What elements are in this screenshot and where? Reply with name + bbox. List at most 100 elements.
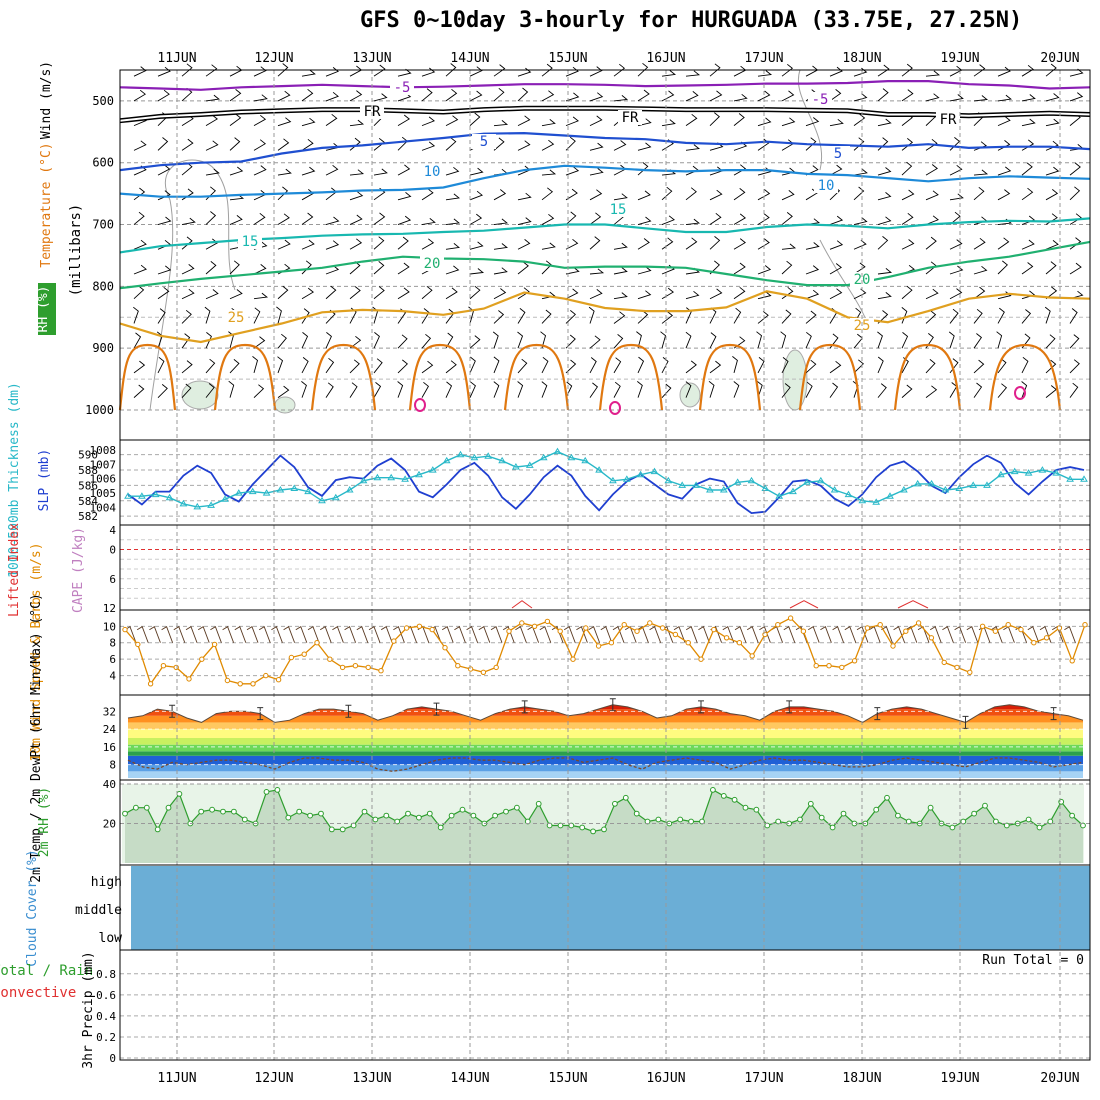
- wind-barb: [613, 164, 627, 176]
- y-axis-label-thickness: 1000-500mb Thickness (dm): [7, 382, 22, 578]
- wind-barb: [757, 117, 772, 127]
- wind-barb: [325, 240, 340, 250]
- rh-point: [535, 800, 542, 807]
- wind-barb: [973, 359, 985, 374]
- contour-label-bg: [606, 202, 630, 217]
- contour-label-bg: [420, 164, 444, 179]
- wind-barb: [229, 166, 244, 176]
- wind-barb: [565, 92, 580, 102]
- rh-point: [971, 810, 977, 817]
- wind-barb: [541, 119, 556, 127]
- wind-speed-point: [442, 645, 448, 651]
- wind-barb: [133, 360, 146, 374]
- wind-barb: [157, 89, 170, 102]
- wind-barb: [1069, 237, 1082, 250]
- wind-barb-10m: [722, 626, 735, 643]
- wind-barb: [757, 70, 773, 77]
- wind-barb: [565, 166, 580, 176]
- wind-barb: [517, 115, 531, 127]
- thickness-point: [442, 456, 451, 464]
- contour-label-bg: [238, 234, 262, 249]
- wind-barb: [181, 264, 195, 275]
- wind-barb: [421, 333, 432, 349]
- y-axis-label-slp: SLP (mb): [37, 449, 52, 512]
- wind-speed-point: [877, 622, 883, 628]
- wind-barb: [469, 356, 476, 374]
- wind-barb: [445, 88, 458, 102]
- rh-point: [982, 802, 988, 809]
- rh-max-blob: [414, 398, 426, 412]
- rh-point: [209, 806, 216, 813]
- wind-barb: [493, 120, 509, 127]
- wind-barb: [949, 211, 961, 225]
- thickness-point: [415, 470, 423, 478]
- wind-speed-point: [455, 663, 461, 669]
- rh-point: [231, 808, 237, 815]
- wind-barb-10m: [698, 626, 710, 643]
- wind-barb: [613, 267, 628, 275]
- wind-barb: [637, 266, 652, 275]
- wind-barb: [373, 261, 385, 275]
- thickness-point: [1010, 467, 1019, 475]
- wind-barb: [973, 308, 983, 324]
- thickness-point: [858, 496, 867, 504]
- wind-barb: [589, 357, 597, 374]
- wind-barb: [589, 66, 603, 77]
- wind-barb: [421, 116, 435, 127]
- wind-barb: [325, 382, 334, 398]
- wind-barb: [637, 62, 649, 77]
- wind-barb: [493, 87, 505, 102]
- y-axis-label-cape: CAPE (J/kg): [71, 527, 86, 613]
- thickness-point: [1052, 469, 1061, 476]
- wind-barb: [277, 138, 290, 151]
- thickness-point: [1024, 469, 1033, 476]
- wind-barb-10m: [990, 626, 1003, 643]
- wind-barb: [829, 215, 844, 225]
- wind-barb-10m: [917, 626, 930, 643]
- thickness-point: [1066, 475, 1074, 482]
- wind-barb: [733, 213, 746, 225]
- wind-barb: [1021, 187, 1034, 201]
- y-tick-label: 800: [92, 279, 114, 293]
- wind-barb: [301, 138, 314, 151]
- wind-barb: [805, 265, 820, 275]
- wind-barb: [588, 306, 595, 324]
- wind-barb: [517, 261, 529, 275]
- wind-barb: [325, 113, 338, 127]
- wind-barb: [397, 136, 408, 151]
- rh-point: [601, 826, 607, 833]
- wind-barb: [973, 382, 983, 398]
- thickness-point: [428, 466, 437, 473]
- wind-barb: [925, 288, 939, 300]
- wind-barb: [541, 260, 552, 275]
- wind-barb: [1069, 308, 1078, 324]
- lifted-index-bump: [511, 600, 533, 609]
- wind-barb: [709, 332, 717, 349]
- wind-barb: [877, 383, 887, 398]
- wind-barb: [901, 212, 914, 225]
- wind-barb: [685, 144, 701, 151]
- wind-barb: [157, 190, 171, 201]
- wind-barb: [733, 93, 748, 102]
- temp-band: [128, 722, 1083, 730]
- wind-speed-point: [787, 615, 794, 621]
- thickness-point: [747, 476, 756, 484]
- rh-point: [176, 791, 183, 797]
- wind-barb: [373, 93, 388, 102]
- wind-speed-point: [365, 664, 371, 671]
- temp-minmax-bar: [257, 707, 264, 721]
- wind-barb: [901, 161, 913, 176]
- rh-point: [622, 794, 629, 801]
- wind-barb: [829, 89, 842, 102]
- wind-barb: [349, 214, 363, 225]
- side-label-wind: Wind (m/s): [39, 61, 54, 139]
- wind-barb: [685, 381, 692, 398]
- wind-barb: [637, 216, 652, 225]
- rh-point: [818, 814, 825, 821]
- wind-barb: [445, 332, 454, 349]
- wind-barb: [757, 90, 771, 102]
- wind-barb: [781, 90, 795, 102]
- y-tick-label: 900: [92, 341, 114, 355]
- wind-barb: [133, 89, 146, 102]
- x-tick-label-bottom: 13JUN: [352, 1071, 391, 1086]
